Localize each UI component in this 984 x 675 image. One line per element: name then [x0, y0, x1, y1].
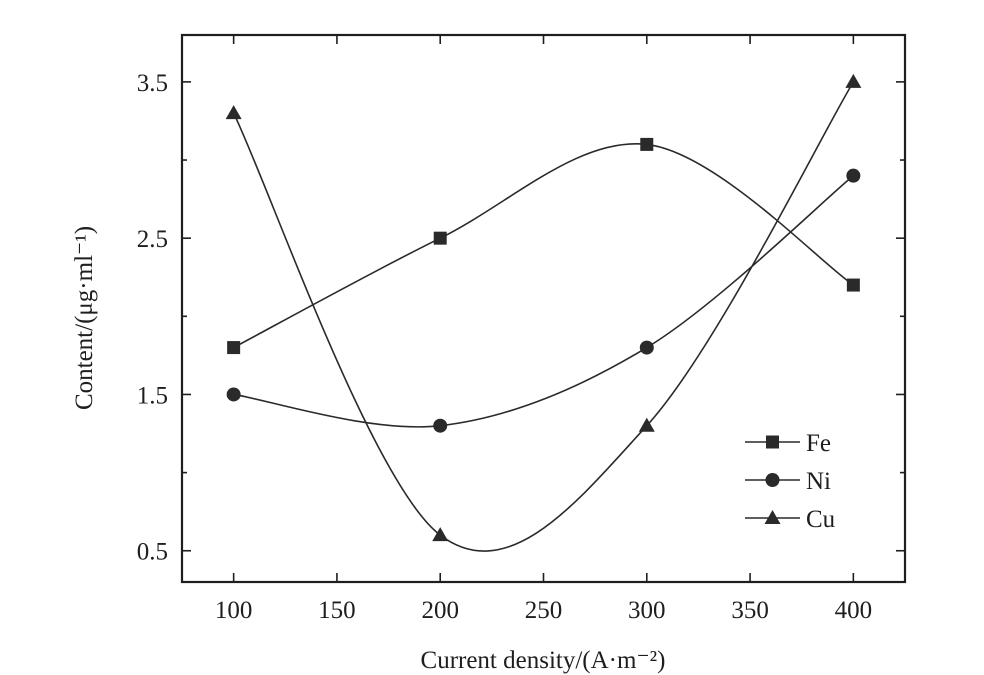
legend-label: Cu: [806, 506, 836, 533]
legend-item-cu: Cu: [745, 506, 836, 533]
legend-swatch-marker: [765, 473, 780, 487]
cu-point: [432, 527, 449, 542]
legend-swatch-marker: [766, 435, 779, 449]
ticks-layer: 100 150 200 250 300 350 400 0.5 1.5 2.5 3.5: [137, 35, 905, 624]
legend: Fe Ni Cu: [745, 430, 836, 533]
x-tick-label: 300: [628, 597, 666, 624]
legend-label: Fe: [806, 430, 831, 457]
plot-frame: [180, 33, 907, 584]
series-ni: [226, 168, 861, 433]
series-fe: [227, 137, 860, 355]
series-cu-line: [232, 81, 855, 552]
x-tick-label: 400: [835, 597, 873, 624]
y-tick-label: 3.5: [137, 70, 168, 97]
ni-point: [226, 387, 241, 402]
cu-point: [638, 417, 655, 432]
fe-point: [640, 137, 654, 151]
x-axis-title: Current density/(A·m⁻²): [421, 647, 666, 674]
fe-point: [846, 278, 860, 292]
x-tick-label: 200: [421, 597, 459, 624]
cu-point: [845, 73, 862, 88]
y-axis-title: Content/(μg·ml⁻¹): [71, 226, 98, 410]
legend-label: Ni: [806, 468, 831, 495]
x-tick-label: 250: [525, 597, 563, 624]
series-fe-line: [233, 142, 854, 349]
ni-point: [433, 418, 448, 433]
fe-point: [227, 341, 241, 355]
x-tick-label: 100: [215, 597, 253, 624]
legend-item-fe: Fe: [745, 430, 831, 457]
legend-item-ni: Ni: [745, 468, 831, 495]
legend-swatch-marker: [764, 510, 781, 524]
y-tick-label: 0.5: [137, 539, 168, 566]
series-layer: [225, 73, 862, 552]
x-tick-label: 150: [318, 597, 356, 624]
cu-point: [225, 105, 242, 120]
series-ni-line: [233, 175, 854, 428]
y-tick-label: 2.5: [137, 226, 168, 253]
ni-point: [639, 340, 654, 355]
series-cu: [225, 73, 862, 552]
y-tick-label: 1.5: [137, 382, 168, 409]
ni-point: [846, 168, 861, 183]
x-tick-label: 350: [731, 597, 769, 624]
fe-point: [433, 231, 447, 245]
